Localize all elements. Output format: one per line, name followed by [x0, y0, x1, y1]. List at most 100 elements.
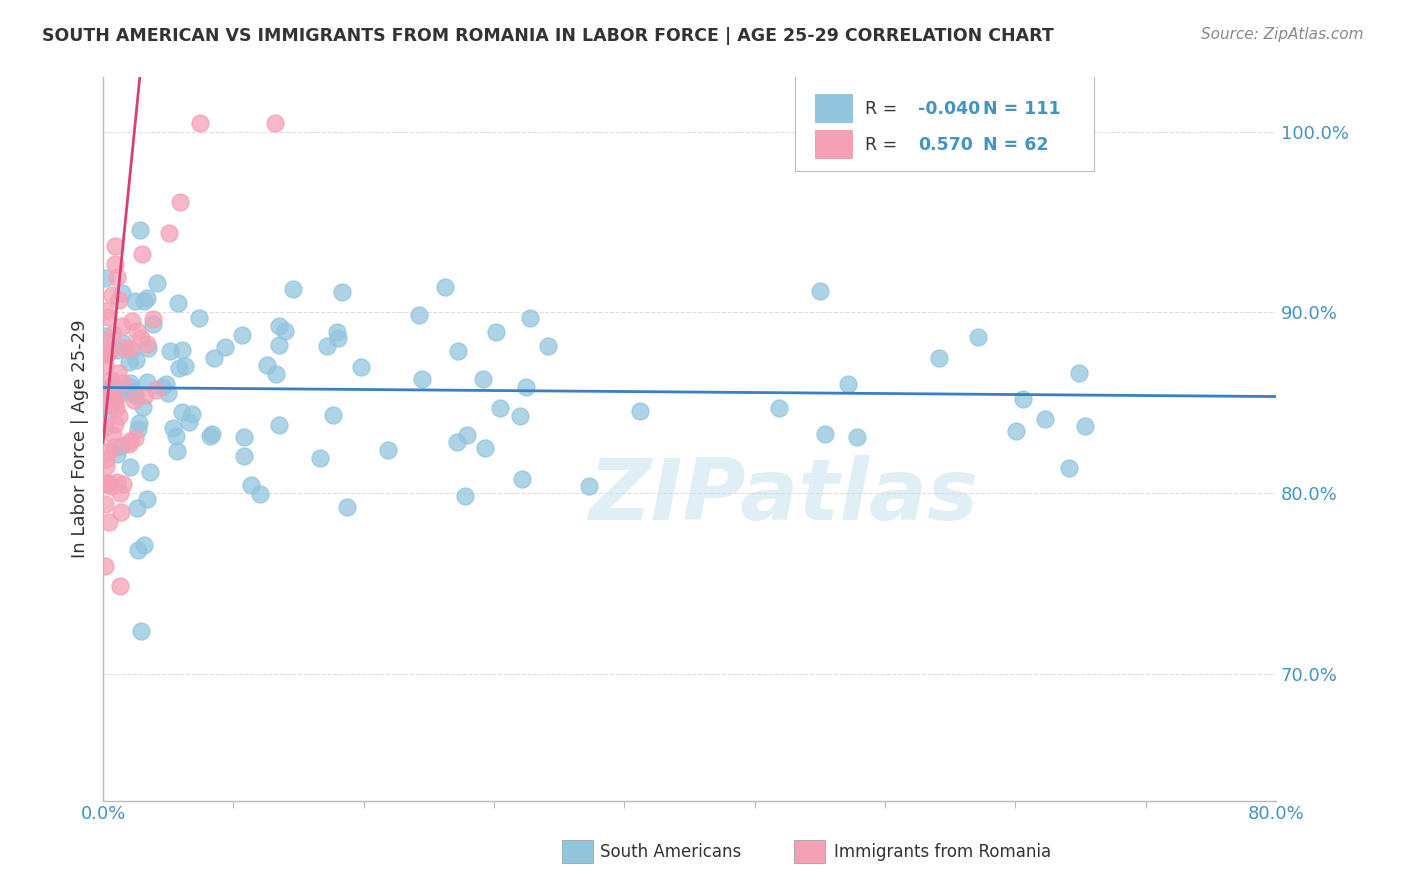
- Text: SOUTH AMERICAN VS IMMIGRANTS FROM ROMANIA IN LABOR FORCE | AGE 25-29 CORRELATION: SOUTH AMERICAN VS IMMIGRANTS FROM ROMANI…: [42, 27, 1054, 45]
- Point: [107, 366, 129, 380]
- FancyBboxPatch shape: [815, 94, 852, 123]
- Point: [100, 398, 122, 412]
- Point: [112, 341, 135, 355]
- Point: [202, 351, 225, 366]
- Point: [173, 359, 195, 373]
- Point: [111, 318, 134, 333]
- Point: [128, 416, 150, 430]
- Point: [249, 487, 271, 501]
- Point: [134, 388, 156, 402]
- Point: [1012, 392, 1035, 407]
- Point: [330, 285, 353, 299]
- Point: [118, 355, 141, 369]
- Point: [232, 430, 254, 444]
- Point: [808, 285, 831, 299]
- Point: [127, 543, 149, 558]
- Point: [97, 403, 120, 417]
- Point: [326, 325, 349, 339]
- Point: [165, 428, 187, 442]
- Point: [125, 353, 148, 368]
- Point: [515, 380, 537, 394]
- Point: [350, 359, 373, 374]
- Point: [120, 343, 142, 358]
- Point: [264, 115, 287, 129]
- Point: [93, 420, 115, 434]
- Point: [96, 382, 118, 396]
- Point: [118, 434, 141, 448]
- Point: [108, 485, 131, 500]
- Text: Immigrants from Romania: Immigrants from Romania: [834, 843, 1050, 861]
- Point: [269, 418, 291, 433]
- Point: [240, 477, 263, 491]
- Point: [814, 426, 837, 441]
- Point: [322, 408, 344, 422]
- Point: [96, 452, 118, 467]
- Point: [129, 624, 152, 639]
- Point: [138, 341, 160, 355]
- Point: [474, 442, 496, 456]
- Text: N = 111: N = 111: [983, 100, 1060, 118]
- Point: [93, 334, 115, 348]
- Point: [274, 324, 297, 338]
- Point: [93, 270, 115, 285]
- Point: [112, 376, 135, 391]
- Point: [97, 310, 120, 324]
- Point: [131, 247, 153, 261]
- Point: [97, 515, 120, 529]
- Point: [112, 336, 135, 351]
- Point: [94, 476, 117, 491]
- Point: [132, 293, 155, 308]
- Text: 0.570: 0.570: [918, 136, 973, 153]
- Point: [94, 347, 117, 361]
- Point: [1057, 461, 1080, 475]
- Point: [142, 312, 165, 326]
- Point: [93, 559, 115, 574]
- Point: [162, 421, 184, 435]
- Point: [328, 331, 350, 345]
- Point: [104, 380, 127, 394]
- Point: [135, 337, 157, 351]
- Point: [201, 426, 224, 441]
- Point: [131, 401, 153, 415]
- Point: [135, 492, 157, 507]
- Point: [167, 361, 190, 376]
- Point: [93, 344, 115, 359]
- Point: [96, 445, 118, 459]
- Point: [100, 378, 122, 392]
- Point: [108, 579, 131, 593]
- Point: [120, 342, 142, 356]
- Point: [172, 405, 194, 419]
- Point: [145, 383, 167, 397]
- Point: [93, 389, 115, 403]
- Point: [111, 286, 134, 301]
- Point: [110, 505, 132, 519]
- Point: [101, 428, 124, 442]
- Point: [188, 115, 211, 129]
- Point: [537, 339, 560, 353]
- Point: [120, 380, 142, 394]
- Point: [124, 431, 146, 445]
- Point: [471, 372, 494, 386]
- Text: South Americans: South Americans: [600, 843, 741, 861]
- Point: [433, 280, 456, 294]
- Point: [169, 195, 191, 210]
- Point: [104, 239, 127, 253]
- Point: [170, 343, 193, 358]
- Point: [267, 319, 290, 334]
- Point: [124, 388, 146, 402]
- Point: [837, 376, 859, 391]
- Point: [157, 227, 180, 241]
- Point: [98, 475, 121, 490]
- FancyBboxPatch shape: [796, 74, 1094, 171]
- Point: [107, 388, 129, 402]
- Point: [1069, 366, 1091, 380]
- Point: [100, 288, 122, 302]
- Point: [100, 479, 122, 493]
- Point: [104, 258, 127, 272]
- Point: [146, 276, 169, 290]
- Point: [269, 338, 291, 352]
- Point: [177, 415, 200, 429]
- Point: [120, 460, 142, 475]
- Point: [198, 428, 221, 442]
- Point: [155, 376, 177, 391]
